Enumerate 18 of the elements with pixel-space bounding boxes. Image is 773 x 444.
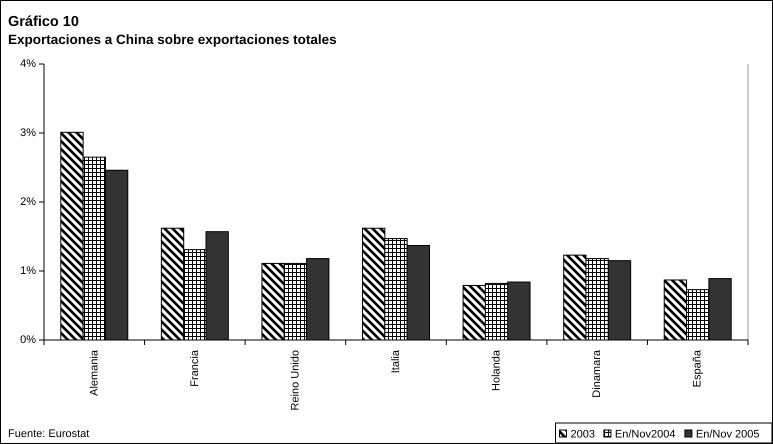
x-tick-label: Alemania [88,349,100,396]
legend-label: En/Nov 2005 [696,428,760,440]
y-tick-label: 2% [20,196,36,208]
x-tick-label: Francia [188,349,201,387]
y-tick-label: 3% [20,127,36,139]
source-note: Fuente: Eurostat [8,428,90,440]
x-tick-label: España [692,349,704,388]
y-tick-label: 1% [20,265,36,277]
x-tick-label: Italia [390,349,402,374]
legend-label: 2003 [570,428,595,440]
chart-subtitle: Exportaciones a China sobre exportaciones totales [8,32,337,47]
x-tick-label: Holanda [490,349,503,391]
x-tick-label: Dinamara [591,349,604,398]
chart-title: Gráfico 10 [8,14,79,30]
y-tick-label: 4% [20,58,36,70]
legend-label: En/Nov2004 [614,428,676,440]
x-tick-label: Reino Unido [289,350,302,411]
y-tick-label: 0% [20,334,36,346]
